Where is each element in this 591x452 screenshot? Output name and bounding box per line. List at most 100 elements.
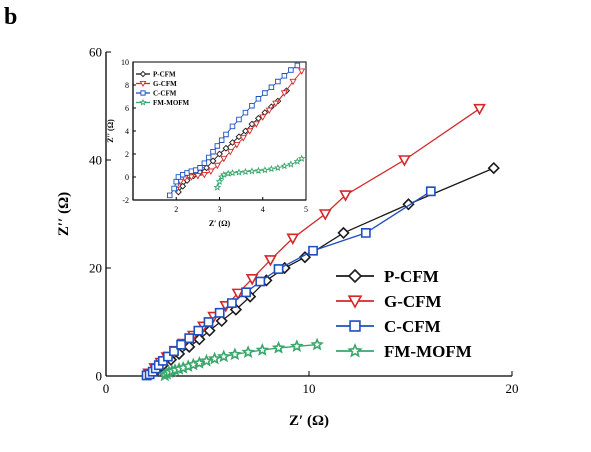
main-data-point-c-cfm: [425, 186, 436, 197]
main-data-point-fm-mofm: [271, 340, 286, 354]
inset-data-point-fm-mofm: [228, 168, 237, 177]
inset-legend-label-g-cfm: G-CFM: [153, 80, 177, 88]
inset-data-point-fm-mofm: [261, 166, 269, 174]
inset-y-tick-label: 0: [125, 173, 129, 182]
inset-y-axis-label: Z′′ (Ω): [106, 119, 115, 143]
inset-data-point-c-cfm: [210, 148, 216, 155]
main-y-tick-label: 60: [89, 45, 102, 60]
panel-label: b: [4, 4, 17, 30]
inset-data-point-c-cfm: [294, 62, 301, 69]
inset-data-point-g-cfm: [220, 155, 228, 163]
inset-legend-marker-p-cfm: [139, 70, 147, 78]
inset-data-point-fm-mofm: [287, 160, 295, 168]
inset-data-point-c-cfm: [255, 96, 262, 102]
inset-x-tick-label: 3: [218, 205, 222, 214]
main-y-axis-label: Z′′ (Ω): [56, 192, 72, 236]
inset-data-point-fm-mofm: [274, 163, 282, 172]
inset-data-point-fm-mofm: [248, 167, 256, 175]
inset-data-point-p-cfm: [216, 150, 223, 158]
main-legend-label-p-cfm: P-CFM: [384, 267, 439, 286]
main-data-point-fm-mofm: [290, 339, 304, 353]
main-data-point-c-cfm: [203, 317, 214, 327]
main-data-point-c-cfm: [360, 228, 371, 238]
inset-data-point-fm-mofm: [213, 183, 222, 191]
inset-data-point-c-cfm: [281, 73, 288, 79]
inset-x-tick-label: 5: [304, 205, 308, 214]
main-legend-label-fm-mofm: FM-MOFM: [384, 342, 472, 361]
inset-data-point-c-cfm: [167, 192, 173, 199]
inset-data-point-g-cfm: [187, 174, 195, 181]
inset-data-point-p-cfm: [179, 182, 187, 190]
main-data-point-p-cfm: [215, 314, 228, 328]
inset-data-point-c-cfm: [229, 123, 236, 130]
main-data-point-c-cfm: [176, 339, 187, 350]
inset-data-point-c-cfm: [188, 168, 195, 174]
main-data-point-c-cfm: [193, 325, 204, 336]
inset-y-tick-label: 2: [125, 150, 129, 159]
inset-data-point-c-cfm: [201, 160, 208, 166]
main-x-tick-label: 10: [303, 381, 316, 396]
inset-data-point-c-cfm: [242, 109, 249, 116]
inset-y-tick-label: 4: [125, 127, 129, 136]
main-legend-marker-g-cfm: [347, 295, 363, 309]
inset-data-point-c-cfm: [223, 131, 229, 138]
inset-data-point-fm-mofm: [220, 170, 228, 178]
main-data-point-c-cfm: [255, 276, 266, 287]
inset-data-point-c-cfm: [197, 165, 203, 171]
inset-data-point-g-cfm: [252, 121, 260, 128]
inset-data-point-c-cfm: [173, 178, 179, 185]
main-legend-marker-fm-mofm: [347, 342, 363, 358]
inset-data-point-c-cfm: [262, 90, 268, 96]
inset-data-point-p-cfm: [229, 139, 236, 146]
inset-data-point-g-cfm: [259, 114, 267, 121]
inset-legend-marker-fm-mofm: [139, 98, 147, 106]
main-y-tick-label: 0: [96, 369, 103, 384]
main-data-point-fm-mofm: [199, 353, 214, 367]
main-y-tick-label: 40: [89, 153, 102, 168]
inset-data-point-g-cfm: [272, 100, 280, 108]
inset-data-point-c-cfm: [192, 167, 199, 173]
inset-x-axis-label: Z′ (Ω): [209, 219, 231, 228]
main-data-point-g-cfm: [473, 103, 486, 116]
inset-data-point-c-cfm: [268, 84, 275, 91]
inset-legend-label-c-cfm: C-CFM: [153, 89, 177, 97]
main-data-point-fm-mofm: [216, 349, 231, 363]
inset-legend-marker-c-cfm: [140, 90, 146, 96]
inset-data-point-fm-mofm: [235, 168, 243, 176]
inset-data-point-c-cfm: [275, 78, 281, 85]
main-x-tick-label: 0: [103, 381, 110, 396]
main-data-point-c-cfm: [226, 298, 237, 308]
inset-data-point-fm-mofm: [215, 177, 224, 185]
inset-data-point-c-cfm: [179, 171, 186, 178]
main-data-point-p-cfm: [193, 333, 206, 346]
inset-nyquist-chart: 2 3 4 5 -2 0 2 4 6 8 10 Z′ (Ω) Z′′ (Ω) P-CFM G-CFMC-CF…: [106, 58, 308, 228]
main-data-point-p-cfm: [337, 226, 350, 240]
inset-data-point-fm-mofm: [254, 166, 263, 174]
inset-data-point-fm-mofm: [280, 162, 289, 170]
inset-data-point-g-cfm: [207, 168, 215, 175]
inset-data-point-p-cfm: [222, 144, 230, 152]
inset-data-point-c-cfm: [236, 116, 242, 123]
main-data-point-fm-mofm: [207, 351, 222, 365]
inset-data-point-c-cfm: [171, 185, 177, 192]
inset-data-point-g-cfm: [239, 135, 247, 142]
inset-y-tick-label: 6: [125, 104, 129, 113]
inset-data-point-g-cfm: [298, 68, 306, 75]
inset-data-point-fm-mofm: [241, 167, 250, 176]
inset-data-point-c-cfm: [218, 137, 225, 143]
inset-data-point-c-cfm: [214, 143, 221, 149]
main-data-point-g-cfm: [231, 288, 245, 301]
main-legend-label-g-cfm: G-CFM: [384, 292, 442, 311]
main-legend-label-c-cfm: C-CFM: [384, 317, 441, 336]
main-data-point-c-cfm: [184, 333, 195, 344]
inset-x-tick-label: 2: [174, 205, 178, 214]
inset-data-point-c-cfm: [175, 174, 182, 180]
main-data-point-p-cfm: [203, 324, 216, 337]
main-x-tick-label: 20: [506, 381, 519, 396]
inset-data-point-fm-mofm: [267, 164, 276, 173]
inset-legend-label-p-cfm: P-CFM: [153, 70, 176, 78]
inset-data-point-g-cfm: [289, 78, 297, 86]
main-y-tick-label: 20: [89, 261, 102, 276]
